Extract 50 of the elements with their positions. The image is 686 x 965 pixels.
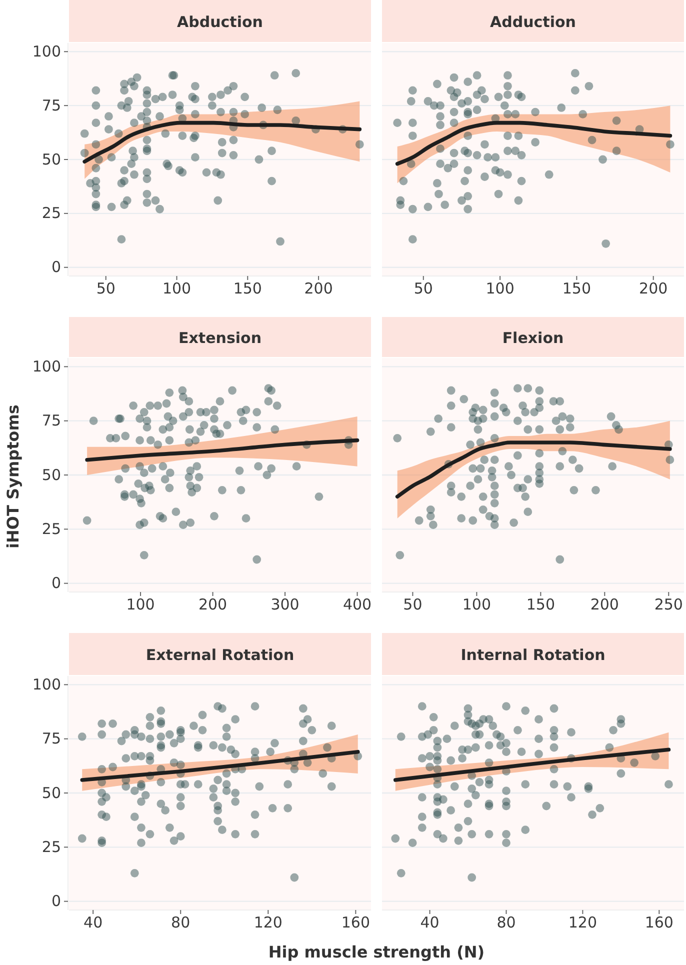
x-axis-title: Hip muscle strength (N): [268, 942, 485, 962]
chart-title: Abduction: [177, 12, 263, 31]
x-tick-label: 50: [403, 596, 422, 614]
y-tick-label: 50: [42, 784, 61, 802]
x-tick-label: 100: [162, 280, 192, 298]
y-tick-label: 75: [42, 96, 61, 114]
x-tick-label: 150: [233, 280, 262, 298]
chart-title: Adduction: [490, 12, 576, 31]
y-tick-label: 50: [42, 466, 61, 484]
x-tick-label: 160: [644, 914, 674, 932]
x-tick-label: 80: [496, 914, 516, 932]
y-tick-label: 0: [51, 892, 61, 910]
y-tick-label: 25: [42, 838, 61, 856]
x-tick-label: 100: [126, 596, 155, 614]
x-tick-label: 80: [171, 914, 190, 932]
x-tick-label: 200: [304, 280, 333, 298]
y-tick-label: 0: [51, 574, 61, 592]
x-tick-label: 160: [341, 914, 370, 932]
x-tick-label: 120: [254, 914, 282, 932]
x-tick-label: 100: [462, 596, 492, 614]
y-tick-label: 50: [42, 150, 61, 168]
x-tick-label: 120: [568, 914, 598, 932]
x-tick-label: 300: [270, 596, 300, 614]
x-tick-label: 40: [84, 914, 103, 932]
y-tick-label: 100: [32, 357, 61, 376]
y-tick-label: 0: [51, 258, 61, 276]
y-tick-label: 25: [42, 204, 61, 222]
x-tick-label: 400: [342, 596, 372, 614]
x-tick-label: 40: [420, 914, 440, 932]
x-tick-label: 200: [198, 596, 228, 614]
x-tick-label: 100: [486, 280, 514, 298]
line-series: [82, 120, 362, 164]
line-series: [85, 438, 360, 462]
chart-title: Flexion: [502, 328, 564, 347]
x-tick-label: 150: [562, 280, 592, 298]
y-tick-label: 100: [32, 675, 61, 694]
x-tick-label: 200: [590, 596, 619, 614]
x-tick-label: 50: [414, 280, 433, 298]
chart-title: Extension: [178, 328, 262, 347]
chart-title: Internal Rotation: [460, 646, 606, 664]
y-tick-label: 75: [42, 412, 61, 430]
y-tick-label: 25: [42, 520, 61, 538]
x-tick-label: 250: [654, 596, 683, 614]
x-tick-label: 200: [639, 280, 668, 298]
chart-title: External Rotation: [146, 646, 294, 664]
y-tick-label: 100: [32, 42, 61, 60]
y-tick-label: 75: [42, 730, 61, 748]
y-axis-title: iHOT Symptoms: [4, 404, 23, 548]
x-tick-label: 50: [96, 280, 116, 298]
x-tick-label: 150: [526, 596, 555, 614]
